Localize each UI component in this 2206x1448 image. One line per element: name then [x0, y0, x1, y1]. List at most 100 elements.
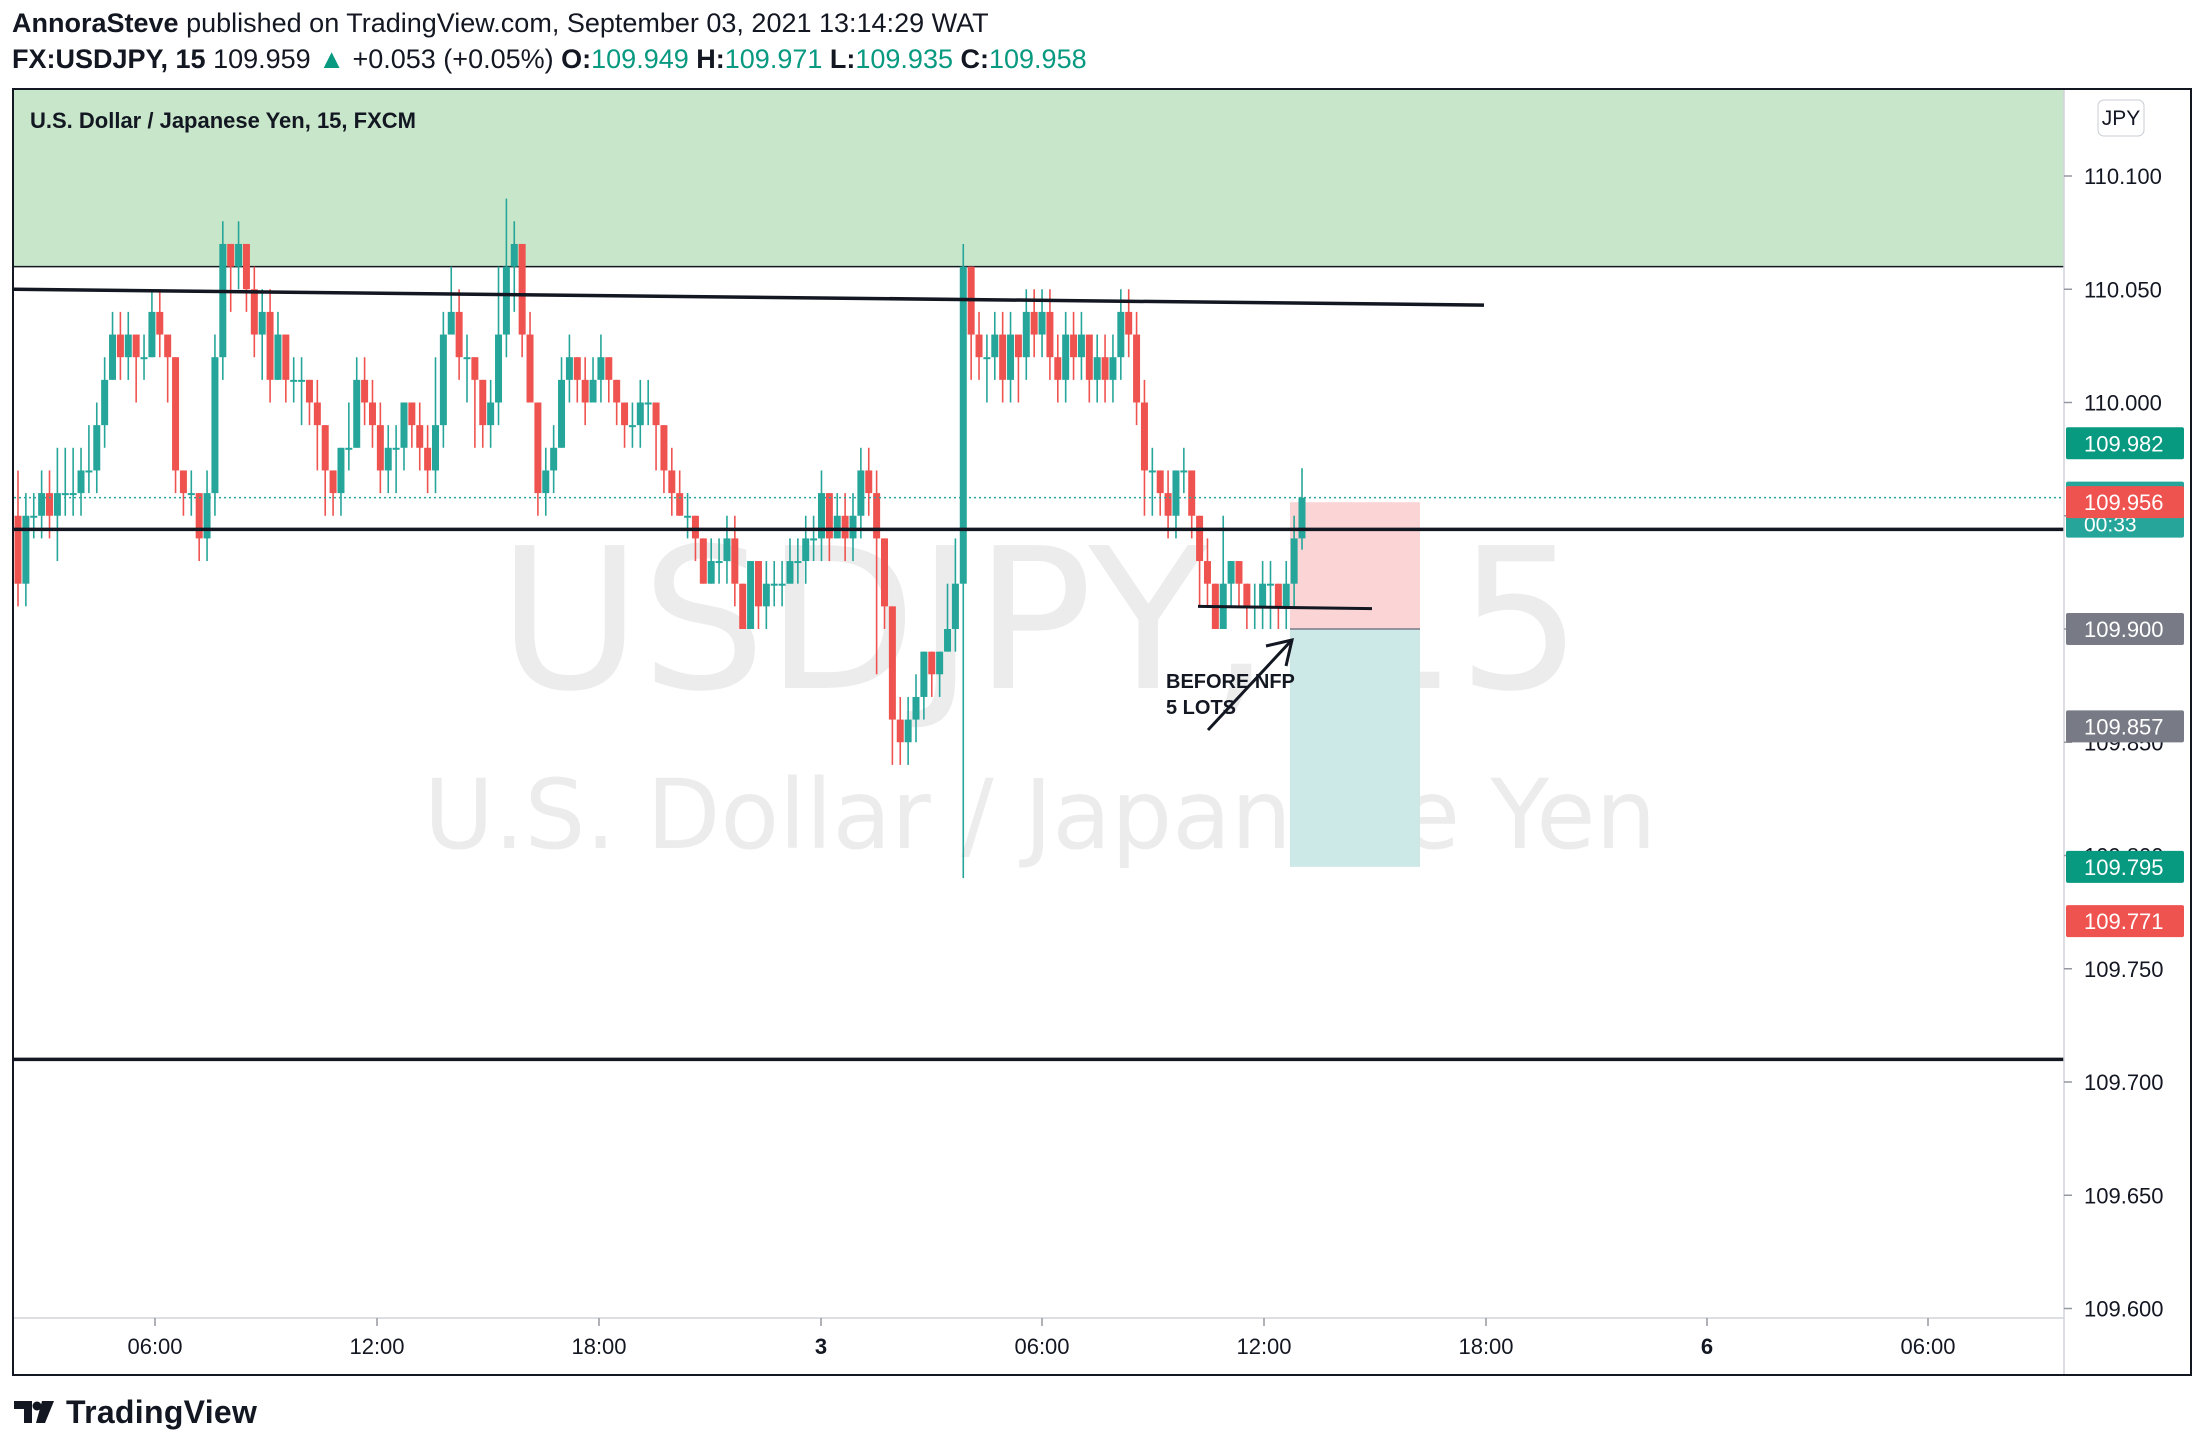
candle[interactable]	[376, 402, 384, 494]
candle[interactable]	[14, 470, 22, 607]
candle[interactable]	[1125, 289, 1133, 358]
candle[interactable]	[644, 379, 652, 426]
candle[interactable]	[936, 651, 944, 697]
candle[interactable]	[487, 379, 495, 448]
candle[interactable]	[329, 470, 337, 516]
candle[interactable]	[510, 221, 518, 312]
candle[interactable]	[424, 425, 432, 494]
candle[interactable]	[747, 561, 755, 629]
candle[interactable]	[1259, 561, 1267, 629]
candle[interactable]	[85, 425, 93, 494]
candle[interactable]	[211, 334, 219, 516]
candle[interactable]	[38, 470, 46, 539]
candle[interactable]	[479, 379, 487, 448]
candle[interactable]	[274, 311, 282, 380]
candle[interactable]	[518, 243, 526, 358]
candle[interactable]	[526, 311, 534, 403]
candle[interactable]	[762, 561, 770, 629]
candle[interactable]	[455, 289, 463, 380]
candle[interactable]	[46, 470, 54, 539]
entry-level-line[interactable]	[1197, 604, 1373, 611]
candle[interactable]	[219, 221, 227, 380]
candle[interactable]	[1282, 561, 1290, 629]
candle[interactable]	[1188, 470, 1196, 539]
candle[interactable]	[770, 561, 778, 607]
candle[interactable]	[1164, 470, 1172, 539]
candle[interactable]	[542, 447, 550, 516]
candle[interactable]	[69, 447, 77, 516]
candle[interactable]	[416, 402, 424, 471]
currency-badge[interactable]	[2097, 99, 2145, 137]
candle[interactable]	[754, 561, 762, 629]
candle[interactable]	[179, 470, 187, 516]
candle[interactable]	[101, 357, 109, 448]
candle[interactable]	[227, 243, 235, 312]
candle[interactable]	[1046, 289, 1054, 380]
candle[interactable]	[881, 538, 889, 629]
candle[interactable]	[1203, 538, 1211, 607]
candle[interactable]	[589, 357, 597, 403]
candle[interactable]	[148, 289, 156, 358]
candle[interactable]	[1093, 334, 1101, 403]
candle[interactable]	[298, 357, 306, 426]
candle[interactable]	[833, 493, 841, 539]
candle[interactable]	[203, 470, 211, 562]
candle[interactable]	[652, 402, 660, 471]
candle[interactable]	[636, 379, 644, 448]
candle[interactable]	[1148, 447, 1156, 516]
candle[interactable]	[156, 289, 164, 358]
candle[interactable]	[951, 538, 959, 652]
candle[interactable]	[778, 561, 786, 607]
candle[interactable]	[944, 583, 952, 652]
candle[interactable]	[61, 447, 69, 516]
candle[interactable]	[1014, 334, 1022, 403]
candle[interactable]	[1266, 561, 1274, 629]
candle[interactable]	[431, 357, 439, 494]
candle[interactable]	[1172, 470, 1180, 539]
candle[interactable]	[361, 357, 369, 426]
candle[interactable]	[282, 334, 290, 403]
candle[interactable]	[534, 402, 542, 516]
candle[interactable]	[439, 311, 447, 448]
candle[interactable]	[305, 379, 313, 426]
candle[interactable]	[786, 538, 794, 584]
candle[interactable]	[242, 243, 250, 312]
candle[interactable]	[1298, 468, 1306, 550]
candle[interactable]	[873, 470, 881, 675]
candle[interactable]	[904, 696, 912, 765]
candle[interactable]	[857, 447, 865, 539]
candle[interactable]	[1133, 311, 1141, 426]
candle[interactable]	[116, 311, 124, 380]
candle[interactable]	[1022, 289, 1030, 380]
candle[interactable]	[471, 357, 479, 448]
candle[interactable]	[825, 493, 833, 562]
candle[interactable]	[999, 311, 1007, 403]
candle[interactable]	[928, 651, 936, 697]
candle[interactable]	[550, 425, 558, 494]
candle[interactable]	[817, 470, 825, 562]
candle[interactable]	[991, 311, 999, 380]
candle[interactable]	[691, 515, 699, 562]
candle[interactable]	[699, 538, 707, 584]
candle[interactable]	[164, 334, 172, 403]
candle[interactable]	[581, 357, 589, 426]
time-axis[interactable]: 06:00 12:00 18:00 3 06:00 12:00 18:00 6 06:00	[14, 1317, 2064, 1359]
candle[interactable]	[715, 538, 723, 584]
candle[interactable]	[77, 447, 85, 516]
candle[interactable]	[140, 334, 148, 380]
candle[interactable]	[628, 402, 636, 448]
candle[interactable]	[794, 538, 802, 584]
candle[interactable]	[353, 357, 361, 448]
candle[interactable]	[235, 221, 243, 290]
candle[interactable]	[621, 402, 629, 448]
candle[interactable]	[258, 289, 266, 380]
candle[interactable]	[93, 402, 101, 494]
stop-loss-zone[interactable]	[1290, 502, 1420, 629]
candle[interactable]	[53, 447, 61, 562]
candle[interactable]	[896, 696, 904, 765]
candle[interactable]	[250, 266, 258, 358]
candle[interactable]	[888, 606, 896, 765]
candle[interactable]	[912, 674, 920, 743]
candle[interactable]	[1070, 311, 1078, 380]
candle[interactable]	[337, 447, 345, 516]
